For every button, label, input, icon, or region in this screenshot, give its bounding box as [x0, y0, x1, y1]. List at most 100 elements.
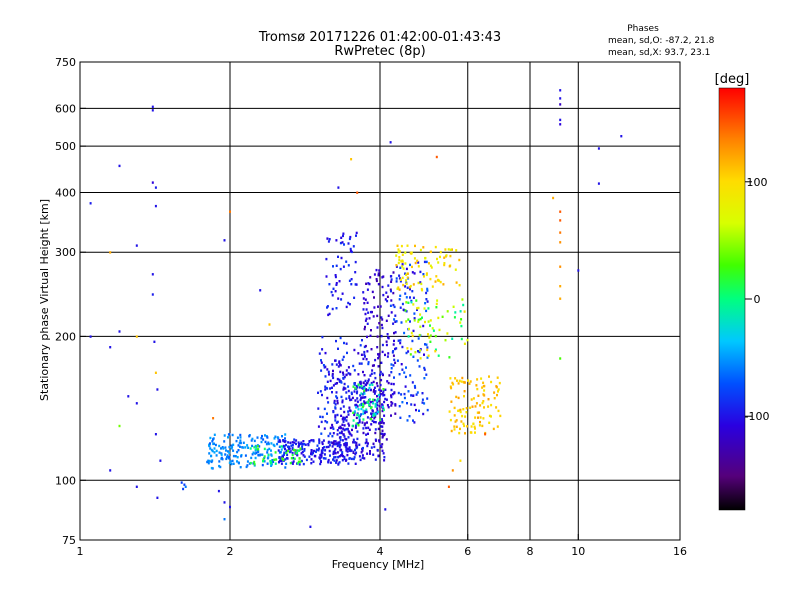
data-point — [336, 433, 339, 436]
data-point — [328, 312, 331, 316]
data-point — [220, 447, 222, 450]
data-point — [317, 449, 320, 452]
data-point — [365, 358, 368, 361]
data-point — [394, 320, 397, 323]
data-point — [361, 387, 364, 390]
data-point — [380, 445, 383, 449]
data-point — [349, 247, 352, 251]
data-point — [350, 434, 353, 437]
data-point — [89, 335, 92, 338]
data-point — [343, 341, 345, 345]
data-point — [342, 232, 345, 235]
data-point — [476, 387, 479, 391]
data-point — [284, 458, 287, 461]
data-point — [249, 447, 252, 450]
data-point — [273, 458, 276, 461]
data-point — [259, 289, 262, 292]
data-point — [239, 439, 242, 442]
data-point — [127, 395, 130, 398]
data-point — [345, 443, 348, 446]
data-point — [321, 448, 324, 452]
data-point — [327, 313, 330, 317]
data-point — [423, 366, 426, 370]
x-tick-label: 2 — [227, 545, 234, 558]
data-point — [340, 426, 342, 430]
data-point — [373, 412, 376, 416]
data-point — [470, 425, 473, 428]
data-point — [559, 219, 562, 222]
data-point — [378, 355, 381, 358]
data-point — [360, 413, 363, 416]
data-point — [310, 451, 313, 454]
data-point — [227, 450, 229, 453]
data-point — [364, 344, 367, 348]
data-point — [374, 358, 377, 362]
data-point — [365, 438, 368, 441]
data-point — [479, 416, 482, 419]
data-point — [271, 459, 274, 462]
data-point — [347, 436, 350, 439]
data-point — [425, 373, 428, 376]
data-point — [151, 181, 154, 184]
data-point — [246, 444, 249, 447]
data-point — [399, 294, 402, 297]
data-point — [398, 298, 401, 301]
data-point — [345, 415, 348, 419]
data-point — [295, 439, 298, 442]
data-point — [239, 433, 242, 437]
data-point — [347, 447, 349, 450]
data-point — [390, 404, 393, 407]
data-point — [377, 274, 380, 277]
data-point — [446, 310, 449, 313]
data-point — [387, 314, 390, 317]
phases-title: Phases — [627, 24, 659, 34]
data-point — [478, 411, 481, 414]
data-point — [378, 269, 381, 272]
data-point — [419, 357, 422, 360]
data-point — [341, 459, 344, 462]
data-point — [450, 400, 453, 403]
data-point — [320, 369, 323, 372]
data-point — [377, 272, 380, 275]
data-point — [410, 403, 413, 406]
data-point — [296, 449, 299, 452]
data-point — [321, 393, 323, 397]
data-point — [399, 341, 402, 345]
data-point — [310, 462, 313, 465]
data-point — [370, 417, 373, 421]
data-point — [326, 387, 329, 390]
data-point — [224, 446, 227, 449]
data-point — [330, 441, 333, 444]
data-point — [350, 457, 353, 461]
data-point — [247, 446, 250, 449]
data-point — [156, 388, 159, 391]
data-point — [400, 244, 403, 248]
data-point — [329, 432, 332, 435]
data-point — [324, 388, 327, 391]
data-point — [364, 325, 366, 329]
data-point — [312, 451, 314, 455]
data-point — [470, 398, 473, 401]
data-point — [406, 272, 409, 275]
data-point — [279, 457, 282, 460]
data-point — [286, 453, 289, 456]
data-point — [421, 401, 424, 404]
data-point — [413, 312, 416, 315]
data-point — [410, 251, 413, 254]
data-point — [298, 457, 301, 460]
data-point — [347, 242, 350, 245]
data-point — [363, 396, 366, 399]
data-point — [340, 236, 343, 239]
data-point — [488, 414, 491, 418]
data-point — [410, 347, 413, 351]
data-point — [369, 276, 372, 279]
data-point — [344, 459, 347, 462]
data-point — [404, 292, 407, 295]
data-point — [347, 462, 350, 465]
data-point — [270, 454, 273, 457]
data-point — [287, 449, 290, 453]
data-point — [293, 441, 296, 444]
data-point — [326, 380, 329, 383]
data-point — [382, 388, 385, 391]
data-point — [412, 329, 415, 333]
